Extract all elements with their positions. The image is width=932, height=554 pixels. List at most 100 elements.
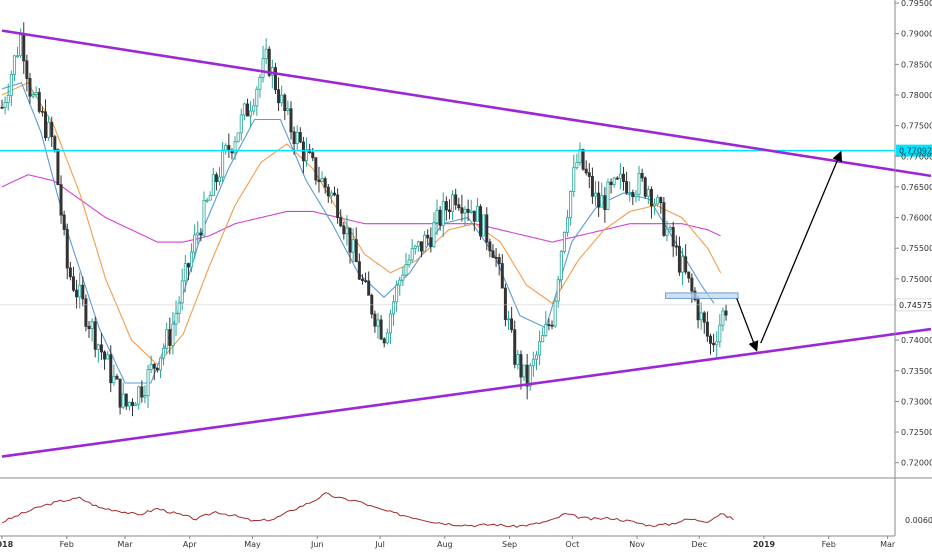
trendline-lower <box>1 327 932 458</box>
candle-body <box>280 94 284 104</box>
candle-body <box>510 318 514 331</box>
candle-body <box>590 176 594 197</box>
candle-body <box>65 229 69 269</box>
candle-body <box>559 250 563 281</box>
y-tick-label: 0.77000 <box>901 152 932 161</box>
level-price-label: 0.77092 <box>899 147 932 156</box>
candle-body <box>531 358 535 367</box>
candle-body <box>628 191 632 194</box>
candle-body <box>671 226 675 247</box>
candle-body <box>233 141 237 154</box>
candle-body <box>249 110 253 117</box>
candle-body <box>134 403 138 406</box>
candle-body <box>454 194 458 206</box>
candle-body <box>420 241 424 252</box>
candle-body <box>255 88 259 107</box>
candle-body <box>618 173 622 179</box>
candle-body <box>699 312 703 321</box>
candle-body <box>211 174 215 196</box>
candle-body <box>124 393 128 407</box>
y-tick-label: 0.73500 <box>901 367 932 376</box>
candle-body <box>712 342 716 346</box>
candle-body <box>354 239 358 263</box>
candle-body <box>447 209 451 212</box>
candle-body <box>31 94 35 97</box>
candle-body <box>239 114 243 134</box>
x-tick-label: Sep <box>502 540 517 549</box>
candle-body <box>44 111 48 139</box>
y-tick-label: 0.73000 <box>901 397 932 406</box>
candle-body <box>709 335 713 344</box>
candle-body <box>615 177 619 180</box>
candle-body <box>62 214 66 230</box>
candle-body <box>513 329 517 365</box>
candle-body <box>118 378 122 408</box>
candle-body <box>109 354 113 384</box>
candle-body <box>466 208 470 213</box>
candle-body <box>305 149 309 162</box>
candle-body <box>556 279 560 302</box>
candle-body <box>273 67 277 91</box>
candle-body <box>398 279 402 286</box>
candle-body <box>6 94 10 103</box>
candle-body <box>364 280 368 283</box>
candle-body <box>376 319 380 327</box>
candle-body <box>140 386 144 398</box>
candle-body <box>186 263 190 268</box>
candle-body <box>227 145 231 151</box>
candle-body <box>336 194 340 219</box>
candle-body <box>497 257 501 264</box>
candle-body <box>196 232 200 236</box>
candle-body <box>659 197 663 204</box>
candle-body <box>516 354 520 365</box>
candle-body <box>360 278 364 282</box>
candle-body <box>258 76 262 90</box>
y-tick-label: 0.74000 <box>901 336 932 345</box>
candle-body <box>677 246 681 273</box>
candle-body <box>22 34 26 62</box>
candle-body <box>690 277 694 292</box>
candle-body <box>569 191 573 219</box>
candle-body <box>594 192 598 197</box>
candle-body <box>3 102 7 108</box>
candle-body <box>75 289 79 298</box>
candle-body <box>687 271 691 279</box>
x-tick-label: Oct <box>565 540 579 549</box>
candle-body <box>640 172 644 179</box>
candle-body <box>298 132 302 143</box>
candle-body <box>637 172 641 195</box>
candle-body <box>649 189 653 207</box>
candle-body <box>550 324 554 327</box>
candle-body <box>332 192 336 196</box>
oscillator-pane <box>1 492 734 528</box>
candle-body <box>277 89 281 104</box>
support-zone-box <box>665 292 739 299</box>
candle-body <box>53 136 57 151</box>
candle-body <box>146 369 150 396</box>
projection-arrow <box>736 298 759 352</box>
y-tick-label: 0.79000 <box>901 30 932 39</box>
candle-body <box>653 203 657 207</box>
candle-body <box>329 192 333 197</box>
candle-body <box>171 323 175 346</box>
candle-body <box>684 256 688 273</box>
candle-body <box>382 338 386 344</box>
candle-body <box>221 149 225 178</box>
candle-body <box>413 245 417 249</box>
candle-body <box>634 193 638 198</box>
candle-body <box>252 105 256 112</box>
candle-body <box>236 132 240 143</box>
candle-body <box>451 194 455 212</box>
candle-body <box>289 108 293 133</box>
candle-body <box>718 324 722 343</box>
candle-body <box>525 364 529 387</box>
x-tick-label: Mar <box>880 540 896 549</box>
candle-body <box>444 201 448 211</box>
candle-body <box>395 284 399 303</box>
candle-body <box>587 172 591 177</box>
candle-body <box>429 237 433 248</box>
candle-body <box>475 206 479 222</box>
candle-body <box>224 145 228 151</box>
x-tick-label: 2018 <box>0 540 14 549</box>
